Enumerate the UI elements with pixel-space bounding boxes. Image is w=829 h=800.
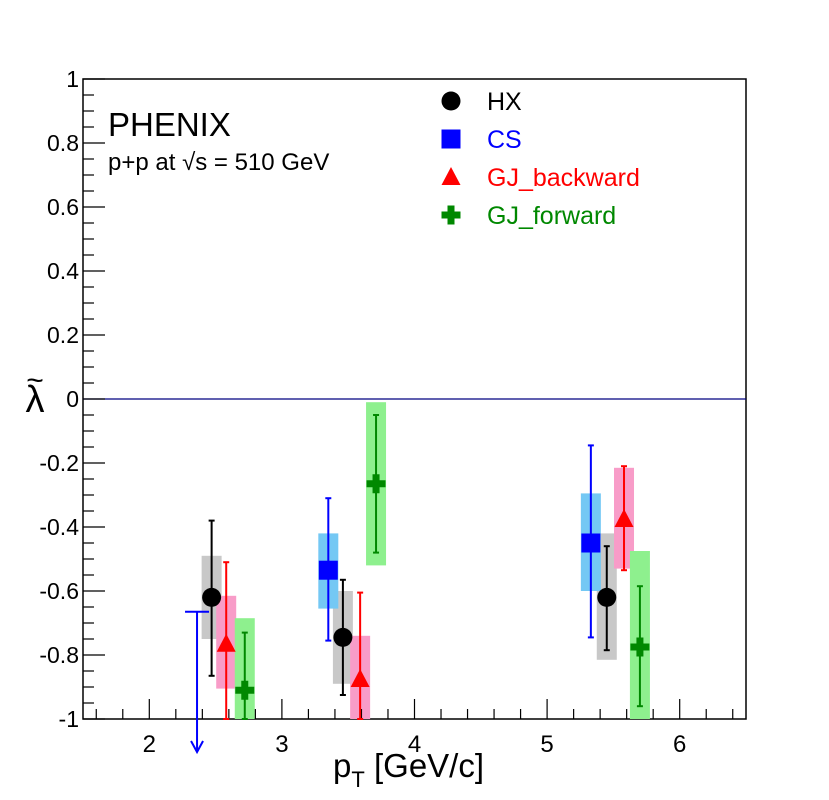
gj-forward-data-point <box>366 474 386 494</box>
y-tick-label: -0.2 <box>39 450 79 476</box>
subtitle-suffix: s = 510 GeV <box>195 149 329 176</box>
legend-marker-gj-backward <box>441 167 461 185</box>
subtitle-label: p+p at √s = 510 GeV <box>108 149 329 176</box>
legend-label-cs: CS <box>487 126 522 154</box>
subtitle-prefix: p+p at <box>108 149 182 176</box>
legend-label-gj-backward: GJ_backward <box>487 164 640 192</box>
y-tick-label: 0.2 <box>47 322 79 348</box>
experiment-label: PHENIX <box>108 106 231 143</box>
cs-data-point <box>581 533 601 553</box>
legend-label-gj-forward: GJ_forward <box>487 202 616 230</box>
x-tick-labels: 2 3 4 5 6 <box>143 731 687 758</box>
x-axis-label-sub: T <box>351 767 364 792</box>
x-tick-label: 2 <box>143 731 156 758</box>
sqrt-symbol: √ <box>182 149 196 176</box>
y-tick-label: 0 <box>66 386 79 412</box>
y-tick-label: -0.6 <box>39 578 79 604</box>
upper-limit-arrowhead <box>190 740 204 755</box>
legend-label-hx: HX <box>487 88 522 116</box>
y-tick-label: 0.8 <box>47 130 79 156</box>
gj-backward-data-point <box>614 509 634 527</box>
y-tick-label: 1 <box>66 66 79 92</box>
statistical-error-bars <box>208 414 643 720</box>
cs-data-point <box>318 560 338 580</box>
x-tick-label: 6 <box>673 731 686 758</box>
legend-marker-hx <box>441 91 461 111</box>
gj-forward-data-point <box>630 637 650 657</box>
data-markers <box>202 474 650 700</box>
y-tick-label: -0.8 <box>39 642 79 668</box>
y-tick-label: -1 <box>59 706 79 732</box>
x-tick-label: 5 <box>540 731 553 758</box>
axis-ticks <box>83 78 734 720</box>
gj-backward-data-point <box>216 633 236 652</box>
hx-data-point <box>597 587 617 607</box>
y-tick-label: -0.4 <box>39 514 79 540</box>
hx-data-point <box>202 587 222 607</box>
x-tick-label: 4 <box>408 731 421 758</box>
legend-marker-gj-forward <box>441 205 461 225</box>
y-tick-label: 0.6 <box>47 194 79 220</box>
x-axis-label-main: p <box>333 747 351 784</box>
x-axis-label: pT [GeV/c] <box>333 747 484 792</box>
x-axis-label-unit: [GeV/c] <box>365 747 484 784</box>
legend-marker-cs <box>441 129 461 149</box>
gj-forward-data-point <box>235 680 255 700</box>
gj-backward-data-point <box>350 669 370 687</box>
y-tick-labels: -1 -0.8 -0.6 -0.4 -0.2 0 0.2 0.4 0.6 0.8 1 <box>39 66 79 732</box>
y-axis-label: λ <box>26 379 45 421</box>
systematic-boxes <box>201 402 650 719</box>
hx-data-point <box>333 627 353 647</box>
x-tick-label: 3 <box>275 731 288 758</box>
y-tick-label: 0.4 <box>47 258 79 284</box>
legend: HX CS GJ_backward GJ_forward <box>441 88 640 230</box>
upper-limit-arrow <box>185 610 210 755</box>
y-axis-label-accent: ~ <box>26 364 44 397</box>
